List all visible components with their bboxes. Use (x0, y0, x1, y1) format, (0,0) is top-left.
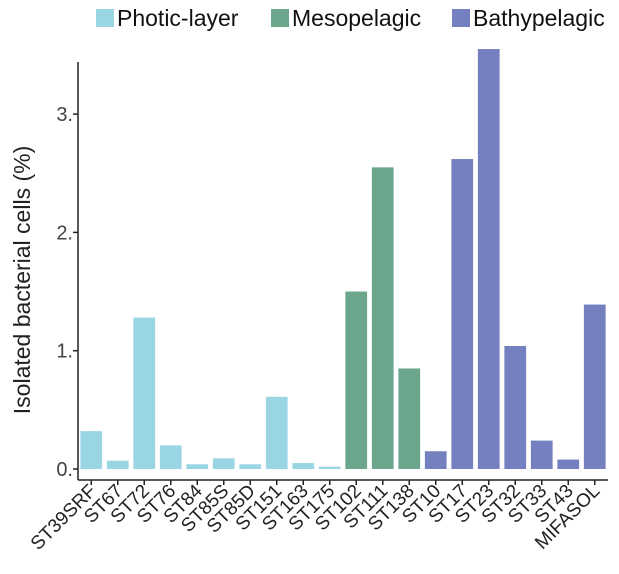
y-axis: 0. 1. 2. 3. (56, 62, 79, 481)
bar-st76 (159, 445, 182, 469)
bar-st151 (265, 396, 288, 469)
bar-st32 (504, 345, 527, 469)
legend-label-mesopelagic: Mesopelagic (292, 5, 421, 31)
y-tick-label: 1. (56, 341, 73, 363)
bar-st175 (318, 466, 341, 469)
legend-label-bathypelagic: Bathypelagic (473, 5, 605, 31)
y-tick-label: 3. (56, 104, 73, 126)
y-tick-label: 2. (56, 222, 73, 244)
legend-swatch-mesopelagic (271, 9, 289, 27)
legend-swatch-photic-layer (96, 9, 114, 27)
bar-st23 (477, 49, 500, 469)
bar-st138 (398, 368, 421, 469)
bar-st72 (133, 317, 156, 469)
x-tick-labels: ST39SRFST67ST72ST76ST84ST85SST85DST151ST… (27, 480, 604, 555)
bar-st39srf (80, 431, 103, 469)
y-axis-label: Isolated bacterial cells (%) (9, 146, 35, 414)
legend: Photic-layer Mesopelagic Bathypelagic (96, 5, 605, 31)
bar-st111 (371, 167, 394, 469)
bar-mifasol (583, 304, 606, 469)
bar-st163 (292, 463, 315, 469)
bar-st10 (424, 451, 447, 469)
y-tick-label: 0. (56, 459, 73, 481)
bar-st67 (106, 460, 129, 469)
bar-st102 (345, 291, 368, 469)
bar-st17 (451, 159, 474, 469)
legend-swatch-bathypelagic (452, 9, 470, 27)
bar-st43 (557, 459, 580, 469)
bar-st85s (212, 458, 235, 469)
bar-st84 (186, 464, 209, 469)
bar-st85d (239, 464, 262, 469)
bars (80, 49, 606, 469)
legend-label-photic-layer: Photic-layer (117, 5, 239, 31)
bar-st33 (530, 440, 553, 469)
